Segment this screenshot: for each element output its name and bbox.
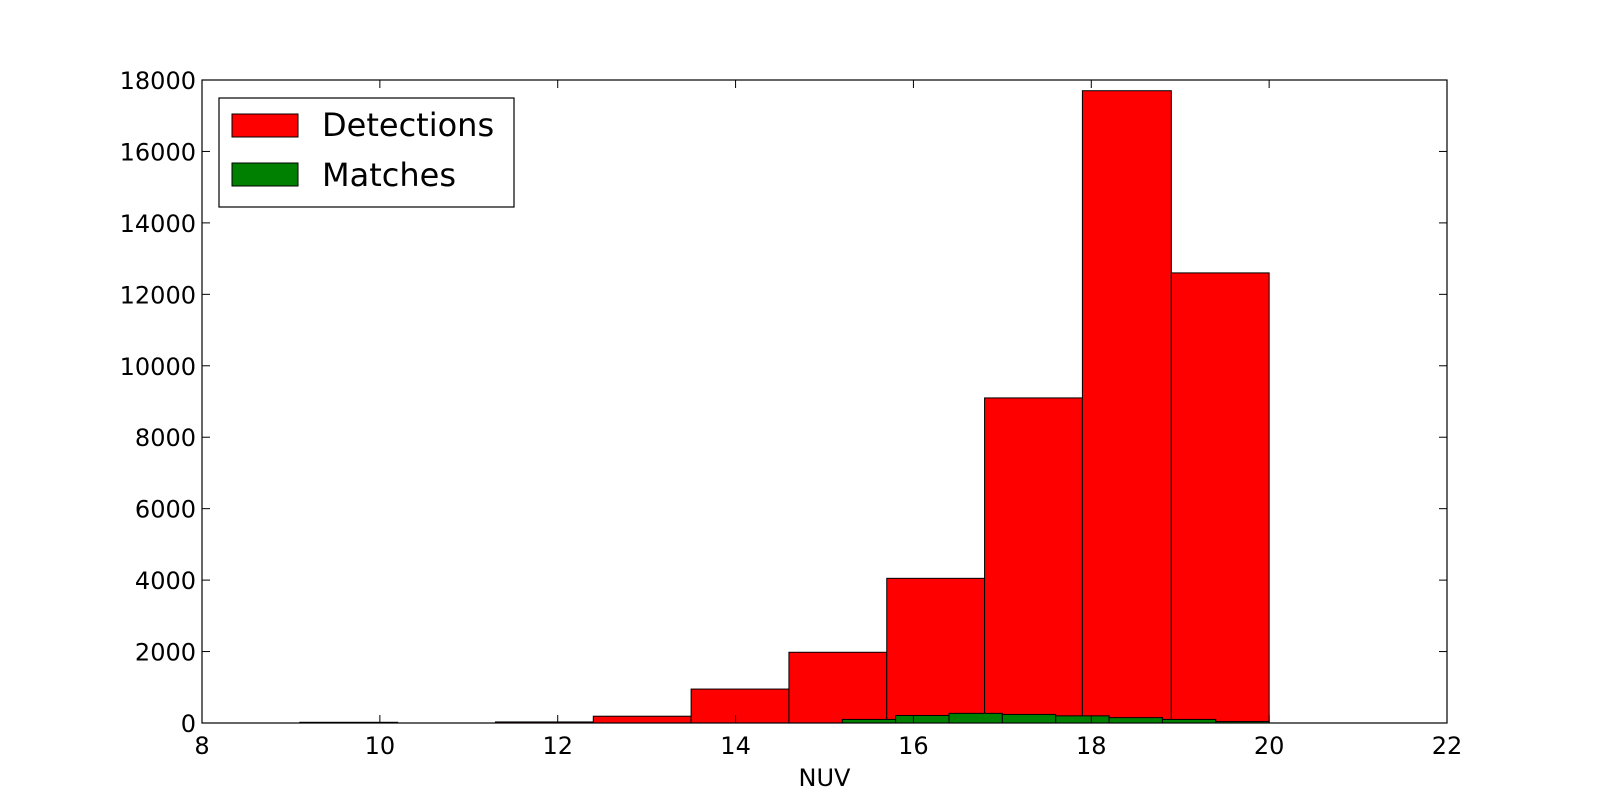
legend-label-detections: Detections (322, 106, 494, 144)
bar-detections-5 (788, 651, 888, 724)
y-tick-label: 0 (181, 710, 196, 738)
ticks-layer: 8 10 12 14 16 18 20 22 0 2000 4000 6000 8000 10000 120… (120, 67, 1463, 760)
y-tick-label: 6000 (135, 496, 196, 524)
bar-detections-4 (690, 688, 790, 724)
bar-detections-9 (1170, 272, 1270, 724)
bar-detections-7 (984, 397, 1083, 724)
legend-swatch-detections (231, 113, 299, 138)
x-tick-label: 22 (1432, 732, 1463, 760)
y-tick-label: 14000 (120, 210, 196, 238)
x-axis-label: NUV (799, 764, 852, 792)
bar-detections-6 (886, 577, 986, 724)
bar-matches-5 (1108, 717, 1163, 724)
y-tick-label: 12000 (120, 281, 196, 309)
x-tick-label: 18 (1076, 732, 1107, 760)
x-tick-label: 14 (720, 732, 751, 760)
bar-matches-4 (1055, 715, 1110, 724)
bar-detections-8 (1081, 90, 1172, 724)
legend: Detections Matches (218, 97, 515, 208)
x-tick-label: 8 (194, 732, 209, 760)
bars-layer (299, 90, 1270, 724)
y-tick-label: 2000 (135, 639, 196, 667)
y-tick-label: 16000 (120, 138, 196, 166)
x-tick-label: 12 (542, 732, 573, 760)
y-tick-label: 8000 (135, 424, 196, 452)
y-tick-label: 4000 (135, 567, 196, 595)
legend-label-matches: Matches (322, 156, 456, 194)
y-tick-label: 10000 (120, 353, 196, 381)
x-tick-label: 10 (365, 732, 396, 760)
x-tick-label: 16 (898, 732, 929, 760)
bar-matches-3 (1001, 713, 1057, 724)
plot-frame (201, 79, 1448, 724)
y-tick-label: 18000 (120, 67, 196, 95)
bar-detections-3 (592, 715, 692, 724)
legend-swatch-matches (231, 162, 299, 187)
bar-matches-2 (948, 712, 1003, 724)
x-tick-label: 20 (1254, 732, 1285, 760)
bar-matches-1 (895, 714, 950, 724)
